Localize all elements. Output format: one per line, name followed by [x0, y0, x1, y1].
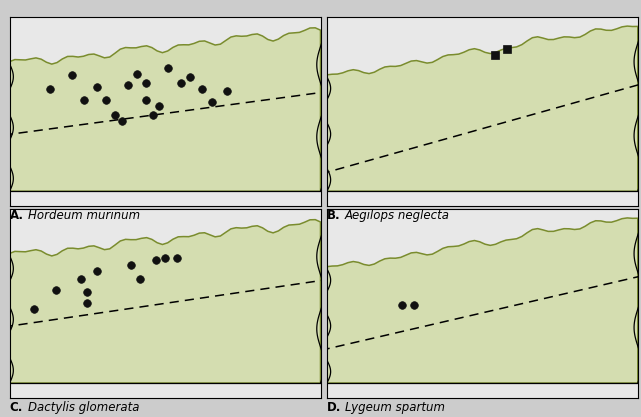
Polygon shape — [327, 218, 638, 383]
Text: Hordeum murinum: Hordeum murinum — [28, 209, 140, 222]
Polygon shape — [327, 26, 638, 191]
Text: C.: C. — [10, 401, 23, 414]
Polygon shape — [10, 28, 320, 191]
Text: D.: D. — [327, 401, 341, 414]
Text: Dactylis glomerata: Dactylis glomerata — [28, 401, 139, 414]
Text: Lygeum spartum: Lygeum spartum — [345, 401, 445, 414]
Text: B.: B. — [327, 209, 340, 222]
Polygon shape — [10, 220, 320, 383]
Text: A.: A. — [10, 209, 24, 222]
Text: Aegilops neglecta: Aegilops neglecta — [345, 209, 450, 222]
